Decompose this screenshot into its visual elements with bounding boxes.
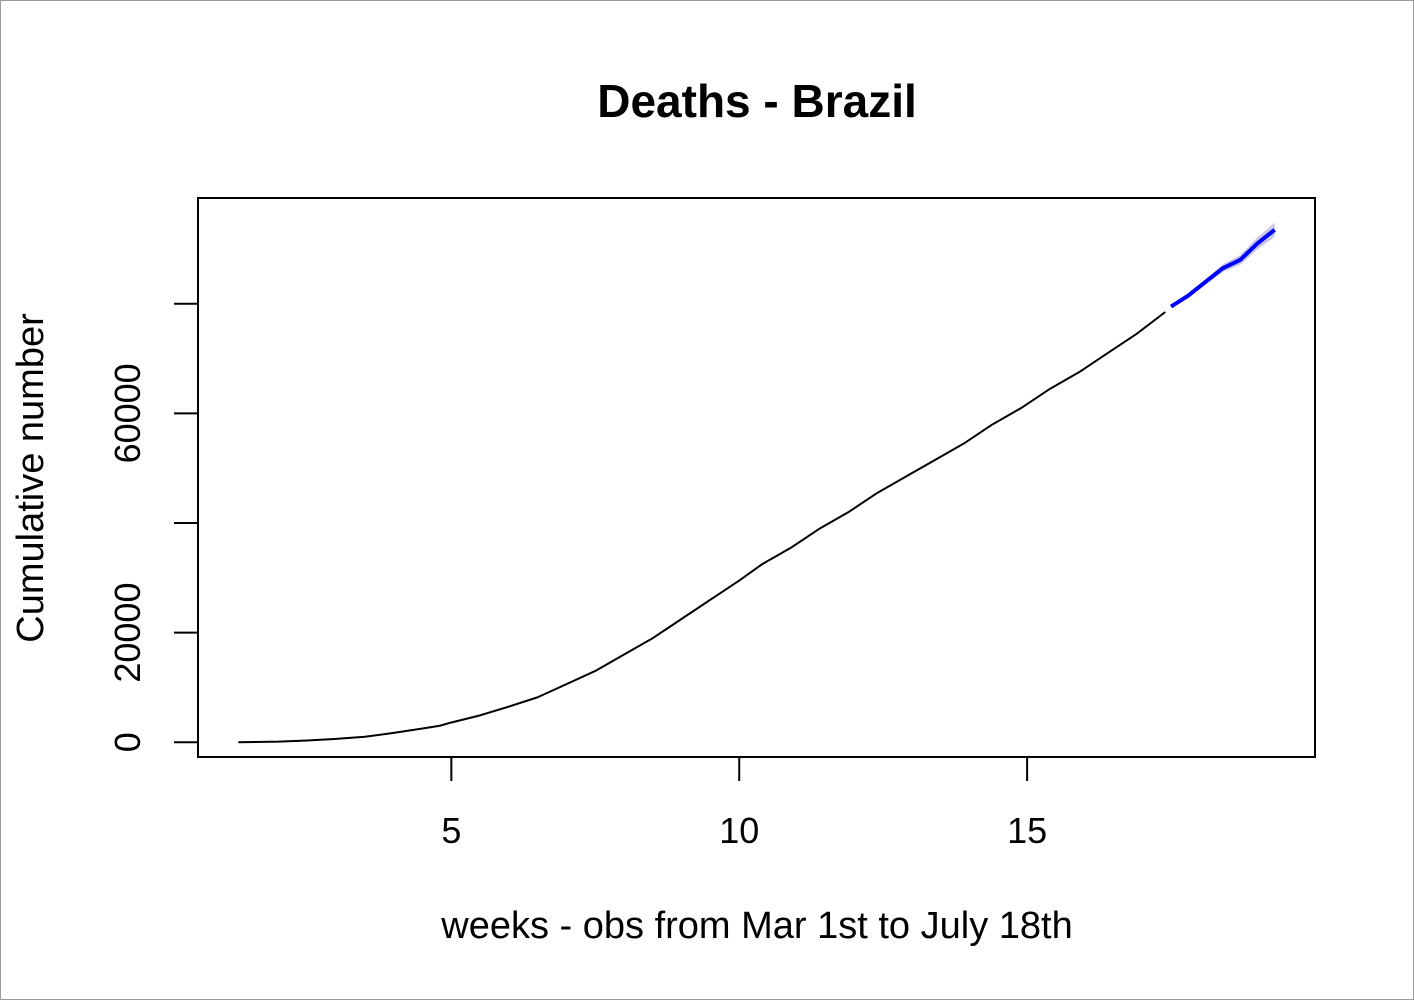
y-tick-label: 0 [107, 732, 148, 752]
y-tick-label: 60000 [107, 363, 148, 463]
x-axis: 5 10 15 [441, 756, 1047, 851]
y-axis-label: Cumulative number [10, 313, 52, 643]
y-tick-label: 20000 [107, 583, 148, 683]
x-tick-label: 10 [719, 810, 759, 851]
plot-area-box [197, 197, 1316, 758]
forecast-confidence-band [1171, 222, 1275, 308]
chart-title: Deaths - Brazil [597, 75, 917, 127]
forecast-line [1169, 228, 1276, 309]
observed-line [238, 311, 1166, 744]
x-tick-label: 5 [441, 810, 461, 851]
x-axis-label: weeks - obs from Mar 1st to July 18th [440, 905, 1072, 947]
x-tick-label: 15 [1007, 810, 1047, 851]
y-axis: 0 20000 60000 [107, 302, 199, 752]
series-layer [238, 222, 1276, 744]
